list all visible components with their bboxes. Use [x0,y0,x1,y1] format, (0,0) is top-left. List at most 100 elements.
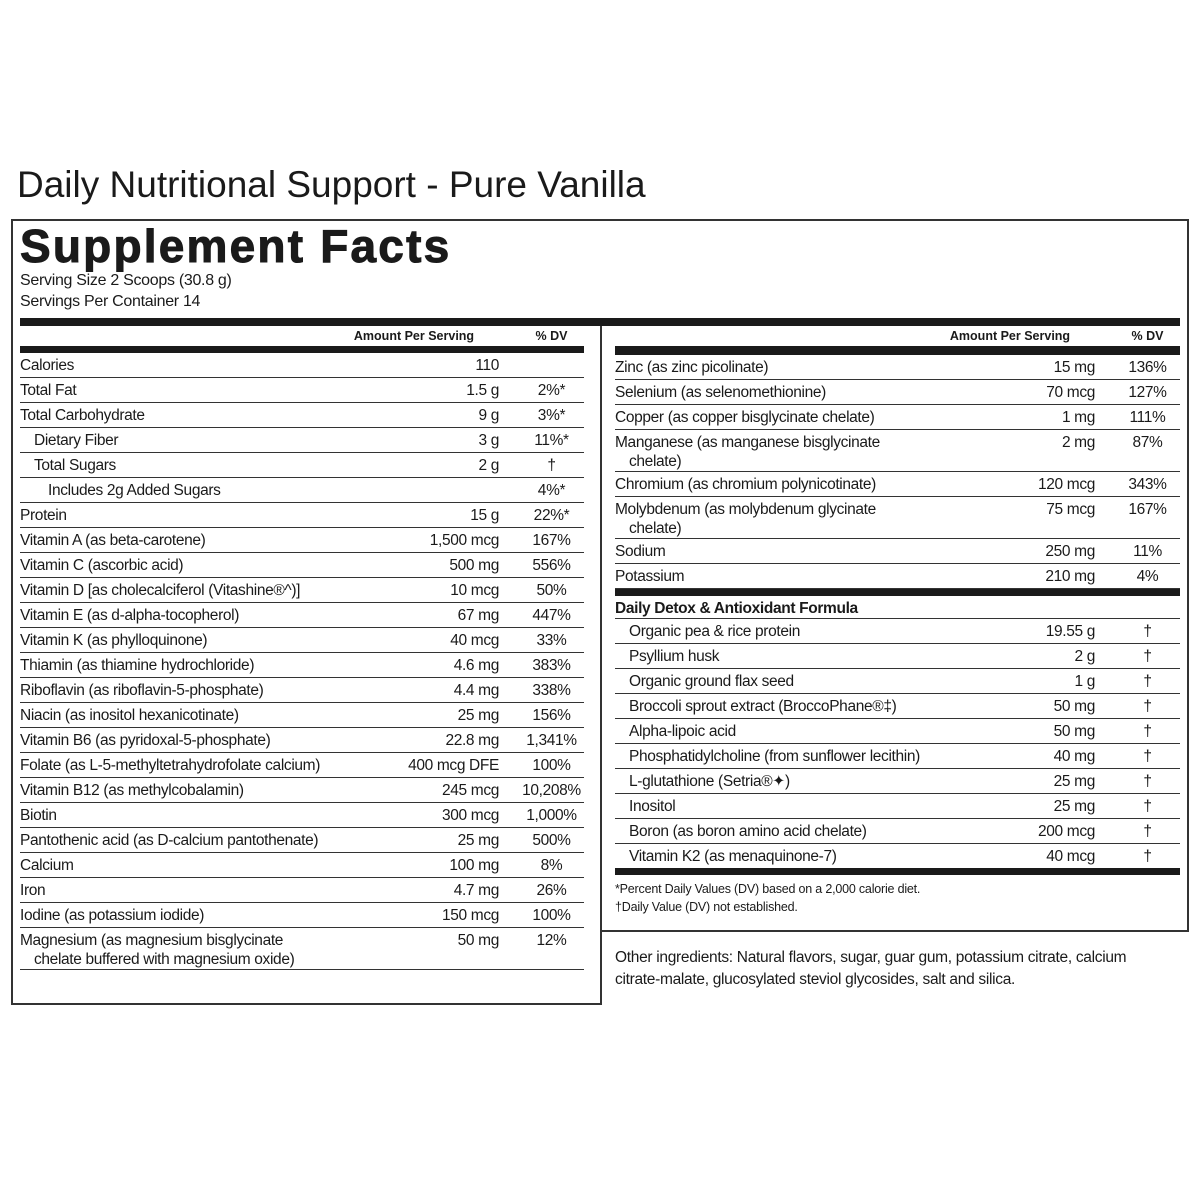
border [1187,219,1189,931]
nutrient-row: Organic ground flax seed 1 g † [615,669,1180,694]
nutrient-amount: 150 mcg [442,907,499,924]
nutrient-name: Sodium [615,543,666,560]
nutrient-name: Inositol [629,798,676,815]
nutrient-dv: † [1143,748,1152,765]
nutrient-dv: 22%* [533,507,570,524]
nutrient-row: Iron 4.7 mg 26% [20,878,584,903]
nutrient-name: Dietary Fiber [34,432,119,449]
nutrient-dv: 10,208% [522,782,581,799]
nutrient-amount: 245 mcg [442,782,499,799]
nutrient-row: Vitamin C (ascorbic acid) 500 mg 556% [20,553,584,578]
nutrient-name: Total Carbohydrate [20,407,145,424]
nutrient-name: Protein [20,507,67,524]
nutrient-dv: 100% [532,907,571,924]
nutrient-name: Manganese (as manganese bisglycinate che… [615,434,880,470]
border [11,1003,602,1005]
nutrient-dv: 127% [1128,384,1167,401]
nutrient-dv: 26% [536,882,567,899]
amount-header: Amount Per Serving [353,329,475,343]
nutrient-name: Vitamin A (as beta-carotene) [20,532,206,549]
nutrient-row: Copper (as copper bisglycinate chelate) 1… [615,405,1180,430]
nutrient-amount: 25 mg [457,832,500,849]
nutrient-name: Total Fat [20,382,77,399]
nutrient-dv: 556% [532,557,571,574]
nutrient-dv: 343% [1128,476,1167,493]
nutrient-dv: 50% [536,582,567,599]
servings-per-container: Servings Per Container 14 [20,293,201,310]
nutrient-row: Molybdenum (as molybdenum glycinate chel… [615,497,1180,539]
nutrient-name: Biotin [20,807,57,824]
nutrient-name: Iodine (as potassium iodide) [20,907,205,924]
nutrient-name: Zinc (as zinc picolinate) [615,359,769,376]
nutrient-dv: 136% [1128,359,1167,376]
nutrient-dv: † [1143,723,1152,740]
nutrient-amount: 1 mg [1061,409,1095,426]
other-ingredients: Other ingredients: Natural flavors, suga… [615,949,1127,988]
footnotes: *Percent Daily Values (DV) based on a 2,… [615,880,1180,916]
nutrient-amount: 75 mcg [1046,501,1095,518]
nutrient-row: Sodium 250 mg 11% [615,539,1180,564]
amount-header: Amount Per Serving [949,329,1071,343]
nutrient-amount: 200 mcg [1038,823,1095,840]
nutrient-row: Vitamin E (as d-alpha-tocopherol) 67 mg 44… [20,603,584,628]
right-column: Amount Per Serving % DV Zinc (as zinc pico… [615,326,1180,916]
nutrient-dv: 1,341% [526,732,577,749]
nutrient-name: Potassium [615,568,685,585]
nutrient-row: Vitamin K2 (as menaquinone-7) 40 mcg † [615,844,1180,869]
nutrient-name: Calcium [20,857,74,874]
nutrient-row: Magnesium (as magnesium bisglycinate che… [20,928,584,970]
nutrient-dv: 11% [1133,543,1162,560]
nutrient-row: Total Carbohydrate 9 g 3%* [20,403,584,428]
nutrient-dv: 167% [1128,501,1167,518]
nutrient-name: Vitamin B12 (as methylcobalamin) [20,782,244,799]
nutrient-dv: 33% [536,632,567,649]
nutrient-row: Vitamin B6 (as pyridoxal-5-phosphate) 22.… [20,728,584,753]
nutrient-amount: 2 g [1074,648,1096,665]
nutrient-amount: 67 mg [457,607,500,624]
nutrient-row: Pantothenic acid (as D-calcium pantothen… [20,828,584,853]
column-header: Amount Per Serving % DV [615,326,1180,355]
left-column: Amount Per Serving % DV Calories 110 Total F… [20,326,584,970]
nutrient-row: Thiamin (as thiamine hydrochloride) 4.6 m… [20,653,584,678]
serving-size: Serving Size 2 Scoops (30.8 g) [20,272,232,289]
blend-heading-row: Daily Detox & Antioxidant Formula [615,589,1180,619]
nutrient-row: L-glutathione (Setria®✦) 25 mg † [615,769,1180,794]
nutrient-amount: 120 mcg [1038,476,1095,493]
footnote: †Daily Value (DV) not established. [615,900,798,914]
nutrient-dv: † [1143,648,1152,665]
nutrient-row: Total Fat 1.5 g 2%* [20,378,584,403]
nutrient-amount: 300 mcg [442,807,499,824]
nutrient-name: Vitamin D [as cholecalciferol (Vitashine… [20,582,301,599]
nutrient-dv: 3%* [537,407,566,424]
nutrient-row: Vitamin K (as phylloquinone) 40 mcg 33% [20,628,584,653]
nutrient-name: Selenium (as selenomethionine) [615,384,826,401]
nutrient-amount: 4.7 mg [453,882,500,899]
nutrient-row: Manganese (as manganese bisglycinate che… [615,430,1180,472]
thick-rule [615,868,1180,875]
nutrient-name: Organic ground flax seed [629,673,794,690]
nutrient-dv: † [1143,698,1152,715]
nutrient-amount: 22.8 mg [445,732,499,749]
nutrient-amount: 10 mcg [450,582,499,599]
nutrient-row: Vitamin D [as cholecalciferol (Vitashine… [20,578,584,603]
nutrient-amount: 50 mg [1053,698,1096,715]
nutrient-name: Molybdenum (as molybdenum glycinate chel… [615,501,876,537]
nutrient-row: Chromium (as chromium polynicotinate) 120… [615,472,1180,497]
nutrient-dv: 87% [1132,434,1163,451]
dv-header: % DV [1131,329,1164,343]
nutrient-amount: 15 g [470,507,499,524]
nutrient-amount: 400 mcg DFE [408,757,499,774]
nutrient-row: Calories 110 [20,353,584,378]
nutrient-dv: 338% [532,682,571,699]
nutrient-row: Phosphatidylcholine (from sunflower leci… [615,744,1180,769]
nutrient-row: Broccoli sprout extract (BroccoPhane®‡) 5… [615,694,1180,719]
nutrient-row: Riboflavin (as riboflavin-5-phosphate) 4.… [20,678,584,703]
nutrient-row: Folate (as L-5-methyltetrahydrofolate ca… [20,753,584,778]
nutrient-dv: † [1143,798,1152,815]
nutrient-name: Psyllium husk [629,648,720,665]
nutrient-row: Calcium 100 mg 8% [20,853,584,878]
nutrient-row: Total Sugars 2 g † [20,453,584,478]
nutrient-row: Zinc (as zinc picolinate) 15 mg 136% [615,355,1180,380]
blend-heading: Daily Detox & Antioxidant Formula [615,600,858,617]
nutrient-dv: 100% [532,757,571,774]
